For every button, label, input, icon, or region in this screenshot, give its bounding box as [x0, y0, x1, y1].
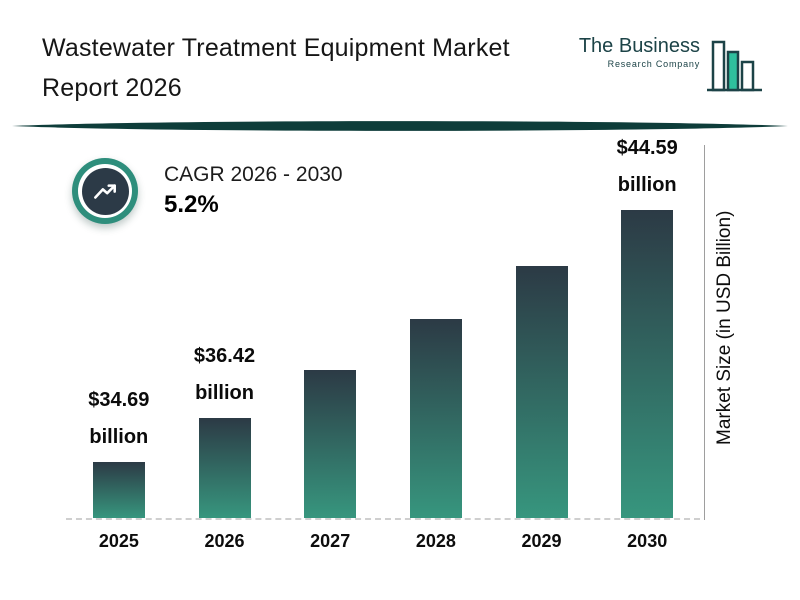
cagr-badge: CAGR 2026 - 2030 5.2%	[72, 158, 343, 224]
company-logo: The Business Research Company	[579, 34, 764, 94]
bar-2026	[198, 418, 251, 518]
page-title-line-1: Wastewater Treatment Equipment Market	[42, 34, 510, 62]
company-logo-text: The Business Research Company	[579, 34, 700, 69]
bar-value-label-line: billion	[89, 426, 149, 448]
bar-value-label-line: $36.42	[193, 345, 256, 367]
bar-value-label-2025: $34.69 billion	[88, 382, 149, 456]
bar-chart-logo-icon	[707, 40, 762, 92]
bar-value-label-line: $44.59	[616, 137, 678, 159]
bar-value-label-line: billion	[617, 174, 677, 196]
bar-value-label-2030: $44.59 billion	[617, 130, 678, 204]
bar-2029	[515, 266, 568, 518]
company-logo-name: The Business	[578, 35, 700, 57]
x-axis-label-2030: 2030	[627, 531, 668, 551]
bar-2028	[409, 319, 462, 518]
divider-line	[12, 121, 788, 131]
bar-chart-plot: $34.69 billion $36.42 billion $44.59 billion	[66, 135, 700, 520]
y-axis-title: Market Size (in USD Billion)	[714, 210, 735, 445]
bar-column-2028	[383, 135, 489, 518]
x-axis-label-2027: 2027	[310, 531, 351, 551]
header: Wastewater Treatment Equipment Market Re…	[42, 28, 764, 108]
bar-column-2025: $34.69 billion	[66, 135, 172, 518]
trend-up-icon-ring	[78, 164, 132, 218]
x-axis-label-2025: 2025	[98, 531, 139, 551]
page-title: Wastewater Treatment Equipment Market Re…	[42, 28, 510, 108]
bar-column-2030: $44.59 billion	[594, 135, 700, 518]
bar-value-label-line: billion	[195, 382, 254, 404]
cagr-label: CAGR 2026 - 2030	[164, 163, 343, 186]
cagr-value: 5.2%	[164, 191, 219, 218]
bar-column-2027	[277, 135, 383, 518]
bar-2030	[621, 210, 674, 518]
bar-value-label-2026: $36.42 billion	[194, 338, 255, 412]
x-axis-label-2028: 2028	[415, 531, 456, 551]
x-axis-labels: 2025 2026 2027 2028 2029 2030	[66, 531, 700, 552]
page-title-line-2: Report 2026	[42, 74, 182, 102]
x-axis-label-2026: 2026	[204, 531, 245, 551]
y-axis-line	[704, 145, 705, 520]
trend-up-icon	[72, 158, 138, 224]
bar-column-2026: $36.42 billion	[172, 135, 278, 518]
bar-value-label-line: $34.69	[88, 389, 150, 411]
cagr-text: CAGR 2026 - 2030 5.2%	[164, 163, 343, 219]
bar-2027	[304, 370, 357, 518]
bar-column-2029	[489, 135, 595, 518]
company-logo-subname: Research Company	[607, 59, 700, 69]
trend-up-icon-core	[81, 167, 129, 215]
bar-2025	[92, 462, 145, 518]
x-axis-label-2029: 2029	[521, 531, 562, 551]
trend-arrow-glyph	[94, 184, 116, 199]
